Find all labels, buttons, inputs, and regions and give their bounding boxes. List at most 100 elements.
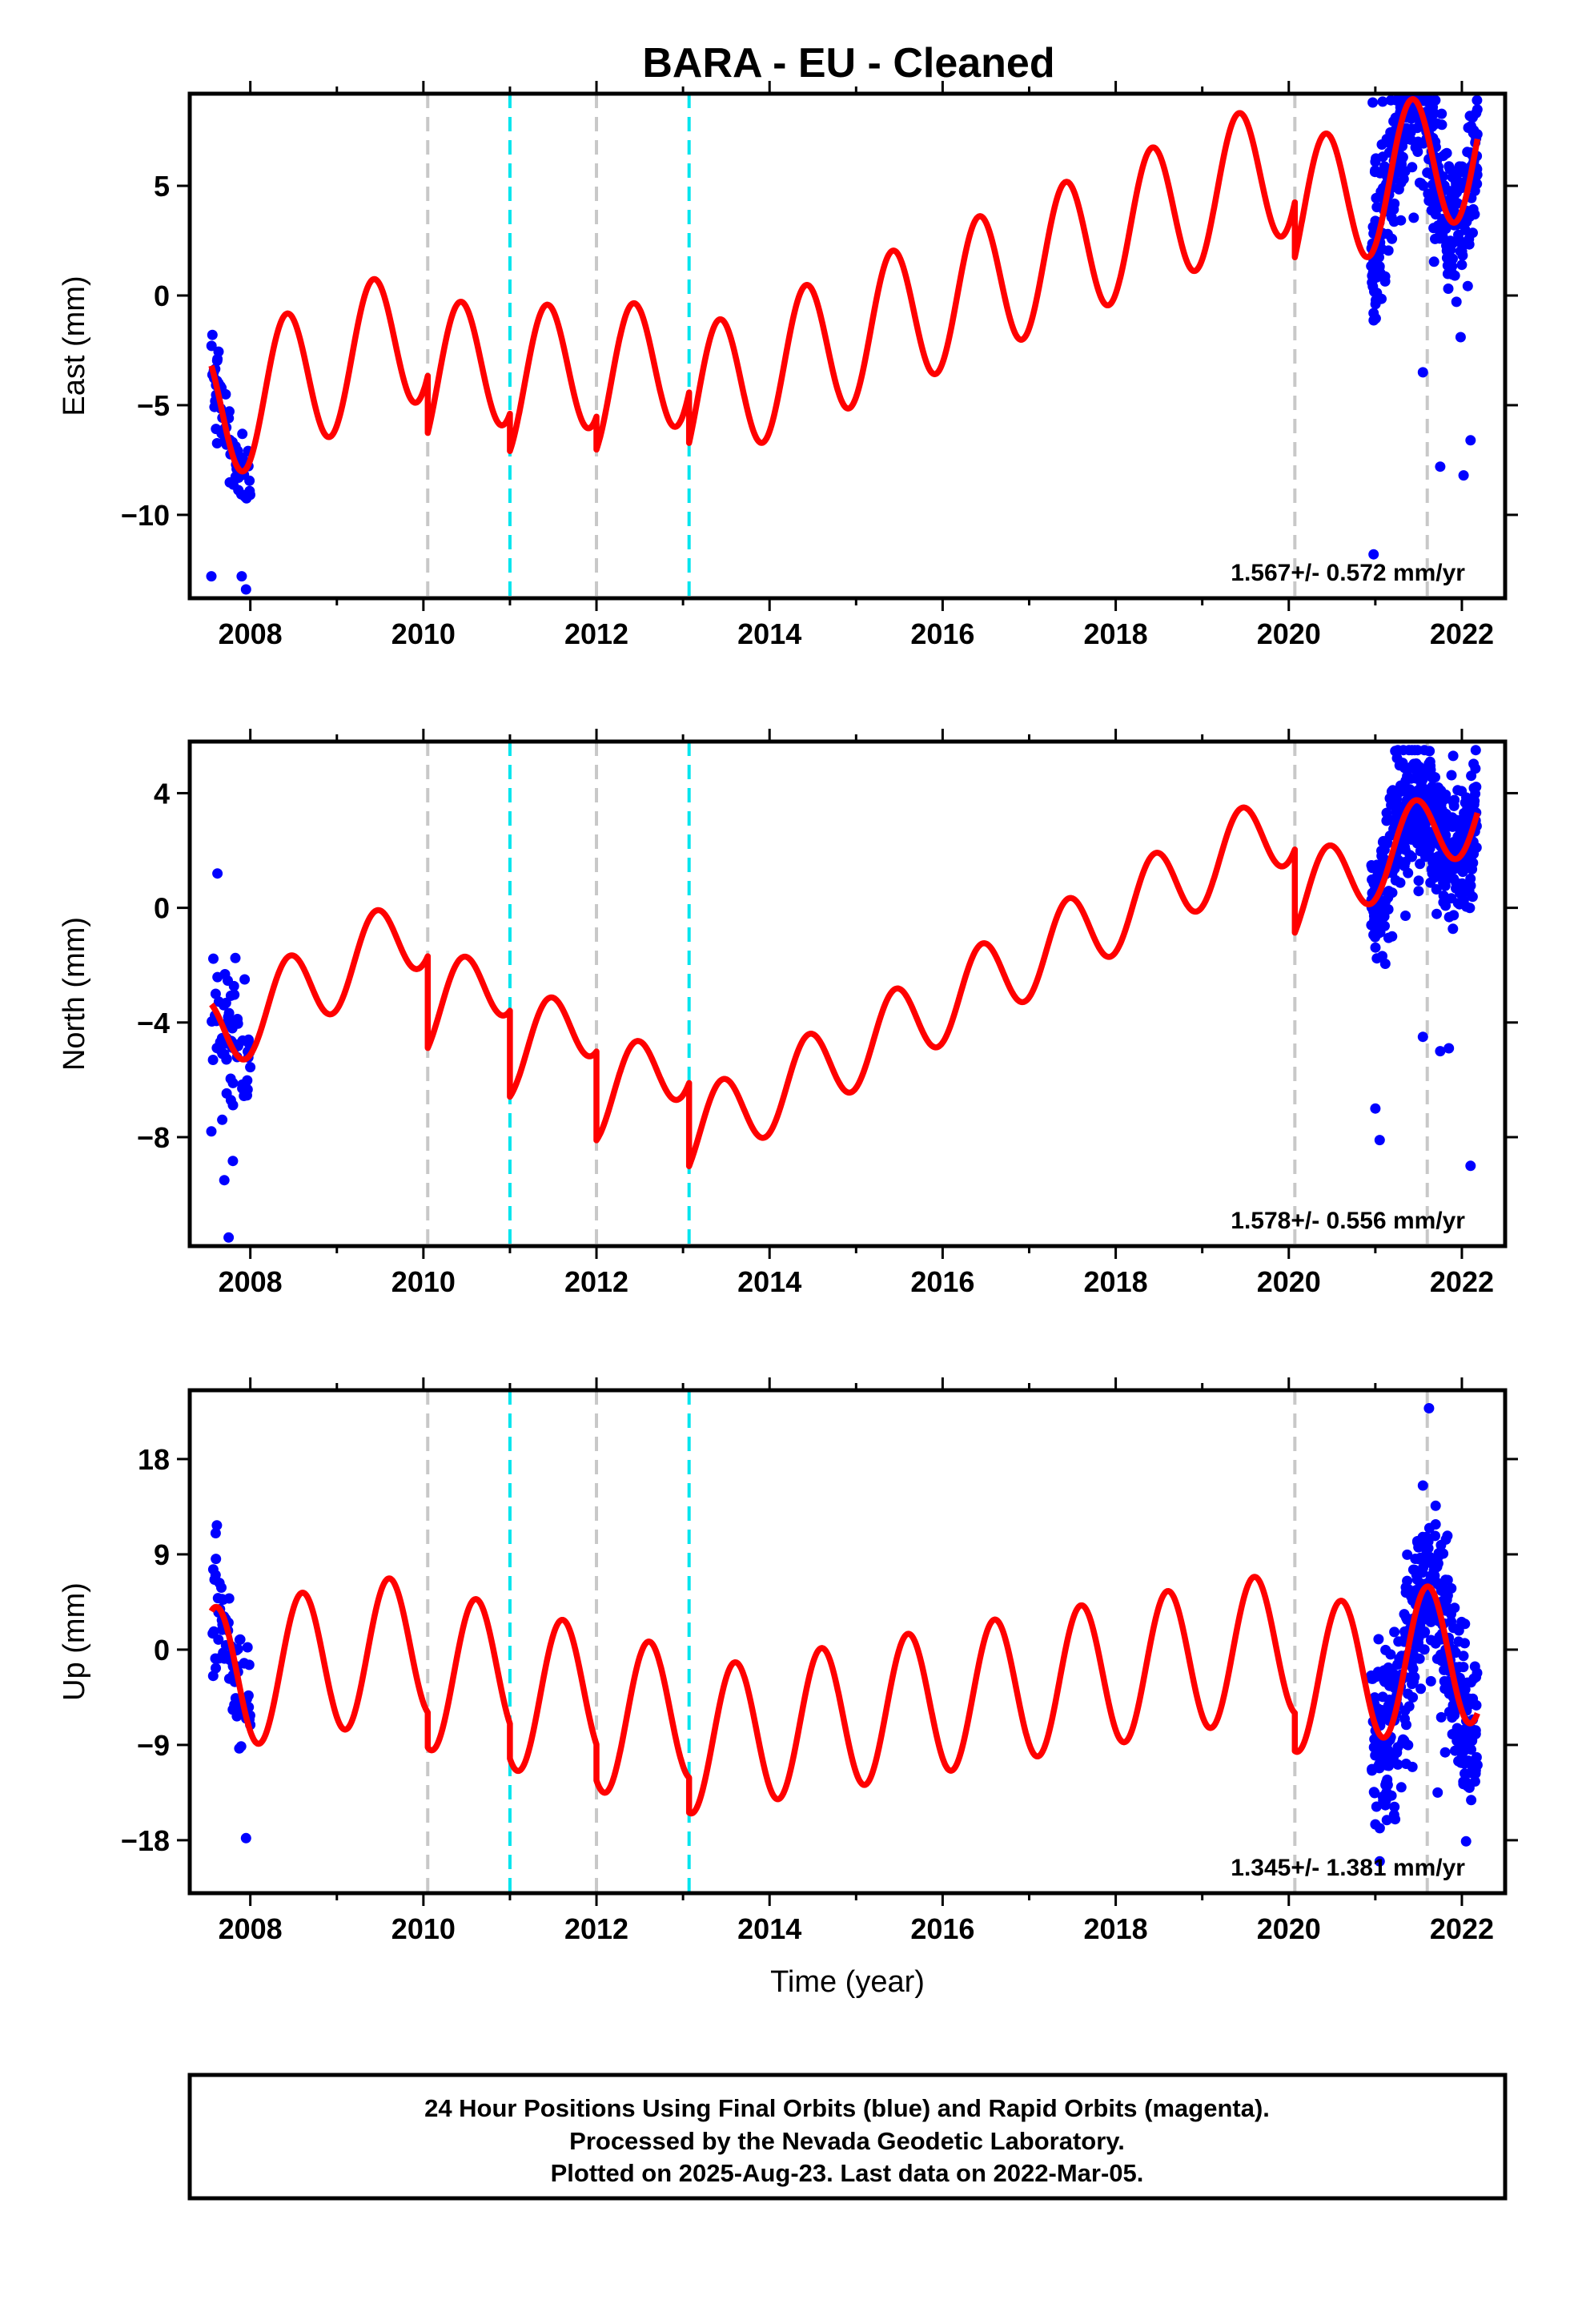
data-point bbox=[211, 1520, 223, 1531]
data-point bbox=[1383, 932, 1394, 943]
data-point bbox=[1373, 927, 1384, 939]
plot-frame bbox=[187, 739, 1508, 1248]
data-point bbox=[1460, 1835, 1472, 1847]
data-point bbox=[1370, 1103, 1381, 1114]
x-tick-label: 2016 bbox=[910, 1265, 974, 1298]
data-point bbox=[233, 472, 244, 483]
east-panel: 2008 2010 2012 2014 2016 2018 2020 2022 5 0 −5 −10 E… bbox=[58, 81, 1518, 650]
data-point bbox=[1368, 549, 1379, 560]
y-tick-label: −9 bbox=[137, 1729, 170, 1762]
data-point bbox=[1395, 877, 1406, 888]
data-point bbox=[1406, 834, 1417, 845]
data-point bbox=[1389, 1626, 1400, 1638]
data-point bbox=[1441, 1594, 1452, 1606]
caption-frame bbox=[187, 2073, 1508, 2201]
data-point bbox=[1390, 800, 1401, 811]
x-tick-label: 2018 bbox=[1084, 617, 1148, 650]
data-point bbox=[1374, 1856, 1385, 1867]
data-point bbox=[221, 1088, 232, 1099]
up-panel: 2008 2010 2012 2014 2016 2018 2020 2022 18 9 0 −9 −1… bbox=[58, 1377, 1518, 1999]
data-point bbox=[1456, 1757, 1467, 1768]
data-point bbox=[237, 428, 248, 440]
data-point bbox=[1457, 250, 1468, 261]
data-point bbox=[1439, 873, 1450, 884]
data-point bbox=[1385, 94, 1396, 106]
plot-area bbox=[190, 1390, 1505, 1893]
data-point bbox=[1456, 1678, 1467, 1689]
data-point bbox=[227, 1077, 239, 1088]
x-tick-label: 2020 bbox=[1257, 617, 1321, 650]
data-point bbox=[1447, 837, 1459, 848]
data-point bbox=[213, 1653, 224, 1664]
data-point bbox=[1447, 821, 1458, 832]
data-point bbox=[210, 1570, 221, 1581]
data-point bbox=[1460, 825, 1471, 835]
data-point bbox=[244, 485, 255, 497]
data-point bbox=[1470, 745, 1481, 756]
data-point bbox=[210, 1528, 221, 1538]
data-point bbox=[1368, 315, 1379, 326]
data-point bbox=[237, 1035, 248, 1046]
y-tick-label: 4 bbox=[154, 777, 170, 810]
data-point bbox=[1417, 367, 1428, 378]
x-axis-label: Time (year) bbox=[770, 1965, 925, 1999]
y-axis-label: Up (mm) bbox=[58, 1582, 91, 1701]
data-point bbox=[1380, 1779, 1391, 1791]
data-point bbox=[1389, 1801, 1400, 1812]
data-point bbox=[1397, 1737, 1407, 1748]
plot-area bbox=[190, 742, 1505, 1246]
data-point bbox=[1452, 198, 1464, 209]
data-point bbox=[216, 1582, 227, 1593]
x-tick-label: 2020 bbox=[1257, 1912, 1321, 1945]
data-point bbox=[1369, 1734, 1380, 1745]
data-point bbox=[1461, 216, 1472, 227]
x-tick-label: 2022 bbox=[1430, 617, 1494, 650]
y-tick-label: 0 bbox=[154, 279, 170, 312]
model-curve bbox=[208, 96, 1481, 475]
caption-line-plotted: Plotted on 2025-Aug-23. Last data on 202… bbox=[551, 2159, 1144, 2187]
caption-line-orbits: 24 Hour Positions Using Final Orbits (bl… bbox=[424, 2094, 1270, 2122]
data-point bbox=[1412, 1537, 1423, 1548]
data-point bbox=[1409, 1564, 1420, 1575]
data-point bbox=[1460, 1638, 1470, 1649]
data-point bbox=[1383, 1757, 1394, 1768]
data-point bbox=[1393, 1659, 1404, 1670]
x-tick-label: 2022 bbox=[1430, 1265, 1494, 1298]
data-point bbox=[1371, 271, 1382, 283]
y-tick-label: 0 bbox=[154, 892, 170, 925]
data-point bbox=[1384, 793, 1395, 804]
y-tick-label: 5 bbox=[154, 170, 170, 203]
data-point bbox=[207, 329, 218, 340]
data-point bbox=[1422, 167, 1433, 179]
data-point bbox=[1447, 171, 1458, 183]
data-point bbox=[1436, 804, 1447, 815]
data-point bbox=[1387, 233, 1398, 244]
data-point bbox=[1455, 332, 1466, 343]
data-point bbox=[206, 340, 217, 352]
data-point bbox=[1411, 1574, 1423, 1585]
data-point bbox=[1425, 1675, 1436, 1687]
caption-box: 24 Hour Positions Using Final Orbits (bl… bbox=[187, 2073, 1508, 2201]
data-point bbox=[1402, 787, 1413, 798]
data-point bbox=[1409, 761, 1420, 772]
x-tick-label: 2012 bbox=[564, 1912, 628, 1945]
data-point bbox=[1465, 435, 1476, 446]
data-point bbox=[1424, 746, 1435, 757]
data-point bbox=[1403, 1701, 1415, 1712]
data-point bbox=[1389, 1683, 1400, 1694]
data-point bbox=[1471, 1671, 1482, 1683]
data-point bbox=[1428, 1554, 1439, 1565]
data-point bbox=[1427, 770, 1438, 782]
data-point bbox=[1466, 1744, 1476, 1755]
data-point bbox=[1408, 212, 1419, 223]
x-tick-label: 2018 bbox=[1084, 1265, 1148, 1298]
data-point bbox=[1446, 770, 1457, 781]
data-point bbox=[1393, 165, 1404, 176]
data-point bbox=[1419, 765, 1430, 776]
data-point bbox=[1433, 222, 1444, 233]
data-point bbox=[1381, 815, 1392, 826]
data-point bbox=[244, 475, 255, 486]
data-point bbox=[1407, 162, 1418, 173]
data-point bbox=[1452, 1723, 1463, 1734]
data-point bbox=[1435, 461, 1446, 472]
